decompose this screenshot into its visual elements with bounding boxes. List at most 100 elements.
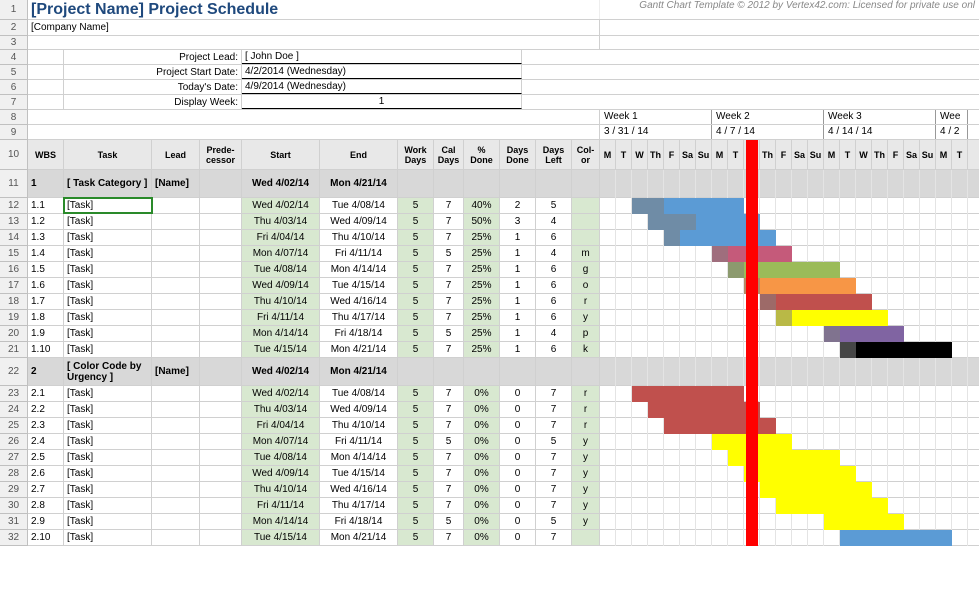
meta-value[interactable]: [ John Doe ] (242, 50, 522, 64)
task-cell[interactable]: [Task] (64, 386, 152, 401)
workdays-cell[interactable]: 5 (398, 498, 434, 513)
workdays-cell[interactable]: 5 (398, 418, 434, 433)
wbs-cell[interactable]: 2 (28, 358, 64, 385)
task-cell[interactable]: [Task] (64, 310, 152, 325)
start-cell[interactable]: Fri 4/11/14 (242, 310, 320, 325)
row-number[interactable]: 4 (0, 50, 28, 65)
task-cell[interactable]: [Task] (64, 198, 152, 213)
gantt-bar[interactable] (632, 386, 744, 402)
colorcode-cell[interactable]: y (572, 450, 600, 465)
end-cell[interactable]: Fri 4/18/14 (320, 514, 398, 529)
gantt-bar[interactable] (776, 498, 888, 514)
colorcode-cell[interactable]: r (572, 294, 600, 309)
gantt-bar[interactable] (744, 278, 856, 294)
start-cell[interactable]: Tue 4/15/14 (242, 342, 320, 357)
end-cell[interactable]: Mon 4/21/14 (320, 358, 398, 385)
workdays-cell[interactable]: 5 (398, 326, 434, 341)
lead-cell[interactable] (152, 294, 200, 309)
start-cell[interactable]: Fri 4/04/14 (242, 230, 320, 245)
task-cell[interactable]: [ Task Category ] (64, 170, 152, 197)
workdays-cell[interactable]: 5 (398, 230, 434, 245)
start-cell[interactable]: Mon 4/14/14 (242, 326, 320, 341)
pred-cell[interactable] (200, 358, 242, 385)
gantt-bar[interactable] (824, 514, 904, 530)
start-cell[interactable]: Thu 4/03/14 (242, 402, 320, 417)
start-cell[interactable]: Thu 4/10/14 (242, 294, 320, 309)
row-number[interactable]: 1 (0, 0, 28, 20)
lead-cell[interactable] (152, 278, 200, 293)
colorcode-cell[interactable] (572, 230, 600, 245)
company-name[interactable]: [Company Name] (28, 20, 600, 35)
row-number[interactable]: 15 (0, 246, 28, 262)
start-cell[interactable]: Mon 4/07/14 (242, 434, 320, 449)
pred-cell[interactable] (200, 466, 242, 481)
column-header-pred[interactable]: Prede- cessor (200, 140, 242, 169)
row-number[interactable]: 32 (0, 530, 28, 546)
meta-value[interactable]: 1 (242, 95, 522, 109)
end-cell[interactable]: Wed 4/16/14 (320, 294, 398, 309)
row-number[interactable]: 18 (0, 294, 28, 310)
row-number[interactable]: 16 (0, 262, 28, 278)
pct-cell[interactable]: 25% (464, 246, 500, 261)
wbs-cell[interactable]: 1.6 (28, 278, 64, 293)
workdays-cell[interactable]: 5 (398, 514, 434, 529)
row-number[interactable]: 13 (0, 214, 28, 230)
pred-cell[interactable] (200, 342, 242, 357)
pct-cell[interactable]: 0% (464, 434, 500, 449)
lead-cell[interactable] (152, 418, 200, 433)
workdays-cell[interactable]: 5 (398, 466, 434, 481)
lead-cell[interactable] (152, 230, 200, 245)
pred-cell[interactable] (200, 498, 242, 513)
colorcode-cell[interactable]: p (572, 326, 600, 341)
start-cell[interactable]: Thu 4/03/14 (242, 214, 320, 229)
colorcode-cell[interactable]: r (572, 386, 600, 401)
task-cell[interactable]: [Task] (64, 418, 152, 433)
lead-cell[interactable] (152, 482, 200, 497)
end-cell[interactable]: Wed 4/09/14 (320, 402, 398, 417)
start-cell[interactable]: Tue 4/08/14 (242, 450, 320, 465)
pct-cell[interactable]: 40% (464, 198, 500, 213)
task-cell[interactable]: [Task] (64, 450, 152, 465)
task-cell[interactable]: [Task] (64, 402, 152, 417)
pct-cell[interactable]: 25% (464, 342, 500, 357)
pred-cell[interactable] (200, 262, 242, 277)
colorcode-cell[interactable]: y (572, 498, 600, 513)
meta-value[interactable]: 4/9/2014 (Wednesday) (242, 80, 522, 94)
wbs-cell[interactable]: 1.3 (28, 230, 64, 245)
task-cell[interactable]: [ Color Code by Urgency ] (64, 358, 152, 385)
colorcode-cell[interactable] (572, 530, 600, 545)
start-cell[interactable]: Wed 4/09/14 (242, 278, 320, 293)
pct-cell[interactable]: 25% (464, 262, 500, 277)
row-number[interactable]: 19 (0, 310, 28, 326)
workdays-cell[interactable]: 5 (398, 246, 434, 261)
pred-cell[interactable] (200, 278, 242, 293)
start-cell[interactable]: Wed 4/02/14 (242, 386, 320, 401)
pct-cell[interactable]: 0% (464, 498, 500, 513)
gantt-bar[interactable] (648, 402, 760, 418)
gantt-bar[interactable] (760, 482, 872, 498)
wbs-cell[interactable]: 2.8 (28, 498, 64, 513)
wbs-cell[interactable]: 2.10 (28, 530, 64, 545)
row-number[interactable]: 20 (0, 326, 28, 342)
lead-cell[interactable]: [Name] (152, 358, 200, 385)
workdays-cell[interactable]: 5 (398, 262, 434, 277)
row-number[interactable]: 10 (0, 140, 28, 170)
task-cell[interactable]: [Task] (64, 466, 152, 481)
colorcode-cell[interactable]: r (572, 402, 600, 417)
lead-cell[interactable] (152, 450, 200, 465)
end-cell[interactable]: Mon 4/14/14 (320, 450, 398, 465)
workdays-cell[interactable]: 5 (398, 530, 434, 545)
end-cell[interactable]: Thu 4/10/14 (320, 230, 398, 245)
task-cell[interactable]: [Task] (64, 230, 152, 245)
lead-cell[interactable] (152, 342, 200, 357)
colorcode-cell[interactable]: y (572, 514, 600, 529)
end-cell[interactable]: Mon 4/21/14 (320, 530, 398, 545)
gantt-bar[interactable] (840, 342, 952, 358)
pct-cell[interactable]: 25% (464, 278, 500, 293)
wbs-cell[interactable]: 2.2 (28, 402, 64, 417)
pred-cell[interactable] (200, 514, 242, 529)
lead-cell[interactable] (152, 262, 200, 277)
lead-cell[interactable] (152, 402, 200, 417)
workdays-cell[interactable]: 5 (398, 402, 434, 417)
pred-cell[interactable] (200, 386, 242, 401)
